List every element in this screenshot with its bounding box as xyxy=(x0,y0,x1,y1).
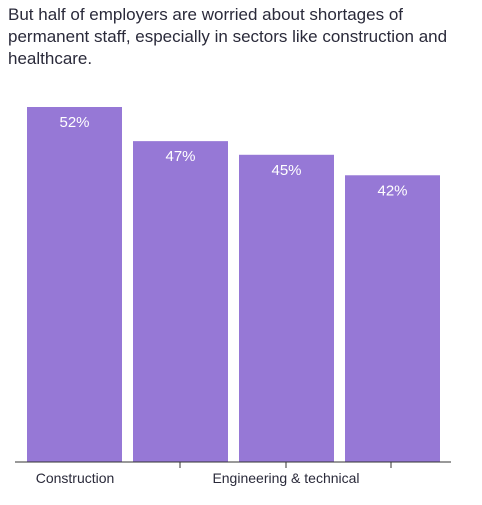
x-tick-label-1: Construction xyxy=(36,470,115,486)
bar-value-label-1: 52% xyxy=(59,114,89,131)
chart-title: But half of employers are worried about … xyxy=(8,5,448,68)
bar-1 xyxy=(27,107,122,462)
x-axis-ticks-group xyxy=(179,462,392,468)
bar-value-label-3: 45% xyxy=(271,162,301,179)
bar-value-label-4: 42% xyxy=(377,182,407,199)
bars-group xyxy=(27,107,440,463)
value-labels-group: 52% 47% 45% 42% xyxy=(59,114,407,199)
x-axis-tick-labels-group: Construction Engineering & technical xyxy=(36,470,360,486)
bar-value-label-2: 47% xyxy=(165,148,195,165)
bar-4 xyxy=(345,175,440,462)
x-tick-label-3: Engineering & technical xyxy=(212,470,359,486)
bar-3 xyxy=(239,154,334,463)
bar-2 xyxy=(133,141,228,462)
